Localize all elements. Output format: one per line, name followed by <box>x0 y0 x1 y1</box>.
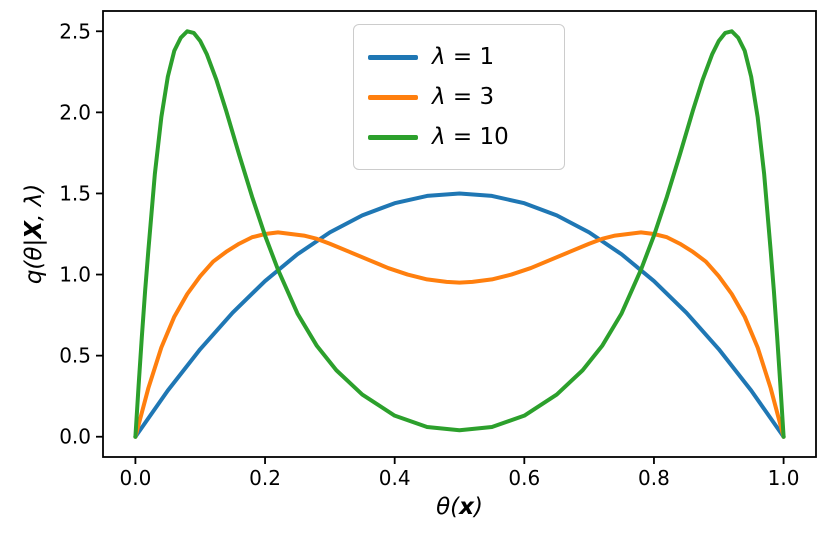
legend-entry-2: λ = 10 <box>368 117 546 157</box>
y-tick-label: 1.5 <box>59 181 91 205</box>
x-tick-label: 0.0 <box>120 466 152 490</box>
x-label-bold-x: x <box>459 494 474 520</box>
x-tick-label: 0.8 <box>638 466 670 490</box>
x-axis-label: θ(x) <box>103 494 816 520</box>
legend-swatch-2 <box>368 134 418 140</box>
x-tick-label: 0.6 <box>508 466 540 490</box>
y-tick-label: 2.0 <box>59 100 91 124</box>
y-tick-label: 0.0 <box>59 425 91 449</box>
series-line-0 <box>133 191 786 439</box>
series-line-2 <box>133 29 786 439</box>
legend-label-1: λ = 3 <box>432 84 495 110</box>
x-label-suffix: ) <box>473 494 483 520</box>
x-tick-label: 1.0 <box>768 466 800 490</box>
x-label-prefix: θ( <box>436 494 460 520</box>
legend-label-0: λ = 1 <box>432 44 495 70</box>
y-label-bold-x: X <box>21 221 47 239</box>
legend-swatch-0 <box>368 54 418 60</box>
x-tick-label: 0.2 <box>249 466 281 490</box>
axes-frame <box>102 10 817 458</box>
y-tick-label: 2.5 <box>59 19 91 43</box>
x-tick-label: 0.4 <box>379 466 411 490</box>
legend: λ = 1 λ = 3 λ = 10 <box>353 24 565 170</box>
legend-label-2: λ = 10 <box>432 124 509 150</box>
legend-entry-0: λ = 1 <box>368 37 546 77</box>
y-label-suffix: , λ) <box>21 183 47 222</box>
legend-entry-1: λ = 3 <box>368 77 546 117</box>
y-axis-label: q(θ|X, λ) <box>21 184 47 284</box>
series-line-1 <box>133 230 786 439</box>
y-tick-label: 0.5 <box>59 344 91 368</box>
y-label-prefix: q(θ| <box>21 238 47 285</box>
y-tick-label: 1.0 <box>59 263 91 287</box>
legend-swatch-1 <box>368 94 418 100</box>
